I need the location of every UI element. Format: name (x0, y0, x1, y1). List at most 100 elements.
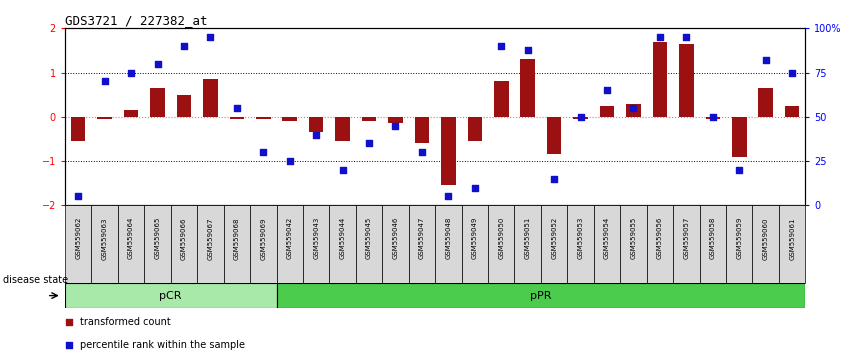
FancyBboxPatch shape (620, 205, 647, 283)
FancyBboxPatch shape (65, 205, 92, 283)
FancyBboxPatch shape (250, 205, 276, 283)
Point (309, 132, 323, 137)
Bar (282, 117, 297, 121)
FancyBboxPatch shape (65, 283, 276, 308)
Text: GSM559052: GSM559052 (551, 217, 557, 259)
Text: GSM559060: GSM559060 (763, 217, 769, 259)
Bar (415, 117, 430, 143)
FancyBboxPatch shape (435, 205, 462, 283)
Point (362, 141, 376, 146)
Text: GSM559044: GSM559044 (339, 217, 346, 259)
Bar (732, 117, 746, 156)
Bar (229, 117, 244, 119)
Text: GSM559055: GSM559055 (630, 217, 637, 259)
Bar (150, 88, 165, 117)
FancyBboxPatch shape (647, 205, 673, 283)
FancyBboxPatch shape (594, 205, 620, 283)
Bar (653, 42, 667, 117)
Point (177, 43, 191, 49)
Point (547, 176, 561, 182)
Bar (679, 44, 694, 117)
FancyBboxPatch shape (409, 205, 435, 283)
Bar (468, 117, 482, 141)
Point (785, 70, 799, 75)
Bar (573, 117, 588, 119)
Text: disease state: disease state (3, 275, 68, 285)
Bar (547, 117, 561, 154)
Point (256, 149, 270, 155)
Text: GSM559056: GSM559056 (657, 217, 663, 259)
Point (229, 105, 243, 111)
Bar (706, 117, 721, 119)
FancyBboxPatch shape (753, 205, 779, 283)
FancyBboxPatch shape (197, 205, 223, 283)
Point (733, 167, 746, 173)
FancyBboxPatch shape (329, 205, 356, 283)
FancyBboxPatch shape (145, 205, 171, 283)
Point (759, 57, 772, 63)
FancyBboxPatch shape (700, 205, 726, 283)
Point (494, 43, 508, 49)
FancyBboxPatch shape (223, 205, 250, 283)
FancyBboxPatch shape (514, 205, 541, 283)
Text: percentile rank within the sample: percentile rank within the sample (80, 340, 245, 350)
Bar (309, 117, 323, 132)
Point (61, 319, 75, 325)
Text: GSM559047: GSM559047 (419, 217, 425, 259)
Bar (256, 117, 270, 119)
FancyBboxPatch shape (567, 205, 594, 283)
Bar (362, 117, 377, 121)
Text: GSM559045: GSM559045 (366, 217, 372, 259)
Point (98, 79, 112, 84)
Text: GSM559051: GSM559051 (525, 217, 531, 259)
Point (680, 34, 694, 40)
Bar (441, 117, 456, 185)
Bar (785, 106, 799, 117)
Text: GSM559069: GSM559069 (261, 217, 266, 259)
Text: pPR: pPR (530, 291, 552, 301)
Bar (626, 104, 641, 117)
FancyBboxPatch shape (276, 205, 303, 283)
Text: GSM559063: GSM559063 (101, 217, 107, 259)
Bar (177, 95, 191, 117)
Bar (335, 117, 350, 141)
Text: GSM559054: GSM559054 (604, 217, 610, 259)
Point (415, 149, 429, 155)
Text: GDS3721 / 227382_at: GDS3721 / 227382_at (65, 14, 208, 27)
Point (71, 194, 85, 199)
Point (653, 34, 667, 40)
Bar (759, 88, 773, 117)
FancyBboxPatch shape (726, 205, 753, 283)
Text: pCR: pCR (159, 291, 182, 301)
Text: GSM559066: GSM559066 (181, 217, 187, 259)
Point (520, 47, 534, 52)
Bar (600, 106, 614, 117)
Point (336, 167, 350, 173)
Text: GSM559067: GSM559067 (207, 217, 213, 259)
FancyBboxPatch shape (303, 205, 329, 283)
FancyBboxPatch shape (276, 283, 805, 308)
Text: GSM559042: GSM559042 (287, 217, 293, 259)
Text: GSM559061: GSM559061 (789, 217, 795, 259)
Text: GSM559059: GSM559059 (736, 217, 742, 259)
Point (283, 158, 297, 164)
Point (61, 342, 75, 348)
Text: transformed count: transformed count (80, 317, 171, 327)
Text: GSM559064: GSM559064 (128, 217, 134, 259)
Point (124, 70, 138, 75)
FancyBboxPatch shape (356, 205, 382, 283)
Text: GSM559068: GSM559068 (234, 217, 240, 259)
Point (600, 87, 614, 93)
Text: GSM559058: GSM559058 (710, 217, 716, 259)
Bar (388, 117, 403, 124)
Point (706, 114, 720, 120)
Point (204, 34, 217, 40)
FancyBboxPatch shape (541, 205, 567, 283)
Bar (520, 59, 535, 117)
Point (151, 61, 165, 67)
Point (627, 105, 641, 111)
Bar (494, 81, 508, 117)
FancyBboxPatch shape (673, 205, 700, 283)
Text: GSM559053: GSM559053 (578, 217, 584, 259)
Point (442, 194, 456, 199)
